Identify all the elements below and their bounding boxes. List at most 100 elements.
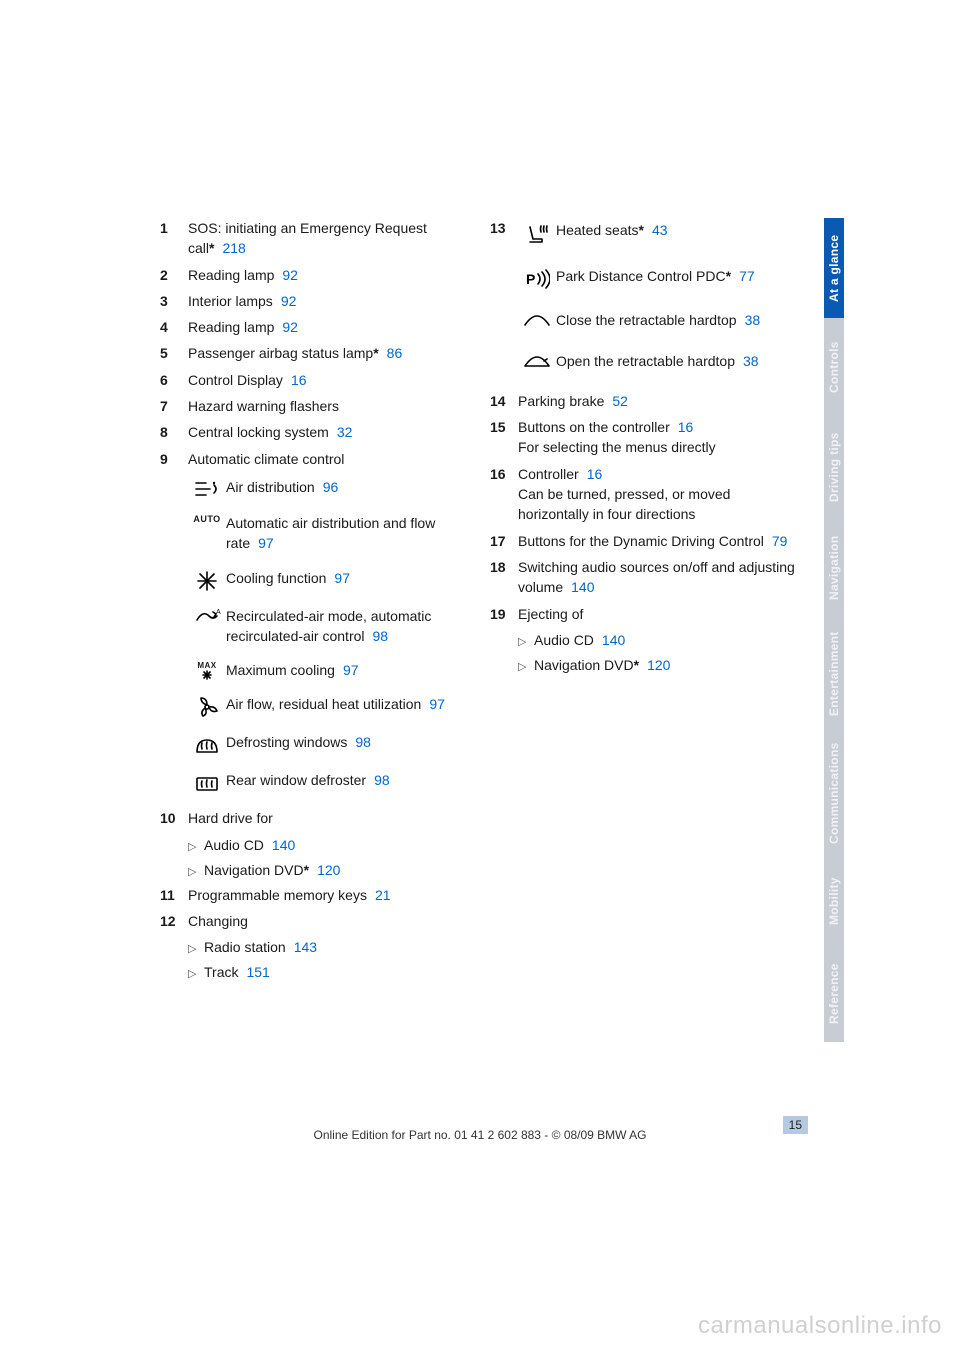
item-text: Automatic climate control	[188, 449, 470, 469]
watermark: carmanualsonline.info	[698, 1312, 942, 1340]
item-text: SOS: initiating an Emergency Request cal…	[188, 218, 470, 259]
sub-text: Track151	[204, 962, 270, 982]
page-ref[interactable]: 21	[375, 887, 391, 903]
page-ref[interactable]: 98	[374, 772, 390, 788]
page-ref[interactable]: 97	[334, 570, 350, 586]
page-ref[interactable]: 32	[337, 424, 353, 440]
page-ref[interactable]: 86	[387, 345, 403, 361]
list-item: 18 Switching audio sources on/off and ad…	[490, 557, 800, 598]
page-ref[interactable]: 97	[258, 535, 274, 551]
page-ref[interactable]: 77	[739, 268, 755, 284]
icon-text: Cooling function97	[226, 568, 470, 588]
page-ref[interactable]: 16	[587, 466, 603, 482]
item-text: Central locking system32	[188, 422, 470, 442]
auto-icon: AUTO	[188, 513, 226, 524]
icon-row: Rear window defroster98	[188, 770, 470, 794]
icon-row: Open the retractable hardtop38	[518, 351, 800, 371]
item-label: Programmable memory keys	[188, 887, 367, 903]
page-ref[interactable]: 38	[743, 353, 759, 369]
page-ref[interactable]: 97	[343, 662, 359, 678]
page-ref[interactable]: 38	[745, 312, 761, 328]
numbered-list-left: 1 SOS: initiating an Emergency Request c…	[160, 218, 470, 469]
fan-icon	[188, 694, 226, 718]
sub-text: Radio station143	[204, 937, 317, 957]
climate-icon-list: Air distribution96 AUTO Automatic air dis…	[188, 477, 470, 794]
item-number: 16	[490, 464, 518, 525]
item-extra: Can be turned, pressed, or moved horizon…	[518, 486, 730, 522]
item-number: 19	[490, 604, 518, 624]
sub-text: Audio CD140	[534, 630, 625, 650]
item-number: 11	[160, 885, 188, 905]
item-text: Programmable memory keys 21	[188, 885, 470, 905]
page-ref[interactable]: 92	[282, 267, 298, 283]
item-text: Passenger airbag status lamp*86	[188, 343, 470, 363]
triangle-icon: ▷	[188, 942, 204, 958]
item-text: Control Display16	[188, 370, 470, 390]
item-text: Ejecting of	[518, 604, 800, 624]
page-ref[interactable]: 79	[772, 533, 788, 549]
snow-icon	[188, 568, 226, 592]
page-ref[interactable]: 120	[647, 657, 670, 673]
icon-text: Maximum cooling97	[226, 660, 470, 680]
page-ref[interactable]: 140	[272, 837, 295, 853]
section-tab[interactable]: Entertainment	[824, 618, 844, 730]
item-text: Interior lamps92	[188, 291, 470, 311]
item-text: Switching audio sources on/off and adjus…	[518, 557, 800, 598]
section-tab[interactable]: Navigation	[824, 518, 844, 618]
page-ref[interactable]: 43	[652, 222, 668, 238]
page-ref[interactable]: 92	[281, 293, 297, 309]
sub-text: Audio CD140	[204, 835, 295, 855]
icon-text: Close the retractable hardtop38	[556, 310, 800, 330]
sub-text: Navigation DVD*120	[534, 655, 670, 675]
item-number: 3	[160, 291, 188, 311]
icon-row: AUTO Automatic air distribution and flow…	[188, 513, 470, 554]
section-tab[interactable]: Reference	[824, 946, 844, 1042]
sub-item: ▷ Navigation DVD*120	[188, 860, 470, 881]
content-columns: 1 SOS: initiating an Emergency Request c…	[160, 218, 800, 987]
page-ref[interactable]: 16	[678, 419, 694, 435]
icon-text: Air distribution96	[226, 477, 470, 497]
hardtop-icon-list: Heated seats*43P Park Distance Control P…	[518, 220, 800, 371]
item-text: Controller16Can be turned, pressed, or m…	[518, 464, 800, 525]
page-ref[interactable]: 218	[222, 240, 245, 256]
section-tab[interactable]: At a glance	[824, 218, 844, 318]
page-ref[interactable]: 97	[429, 696, 445, 712]
item-number: 10	[160, 808, 188, 828]
list-item: 12 Changing	[160, 911, 470, 931]
list-item: 6 Control Display16	[160, 370, 470, 390]
icon-text: Defrosting windows98	[226, 732, 470, 752]
right-column: 13 Heated seats*43P Park Distance Contro…	[490, 218, 800, 987]
sub-list: ▷ Audio CD140 ▷ Navigation DVD*120	[490, 630, 800, 676]
icon-text: Heated seats*43	[556, 220, 800, 240]
air-dist-icon	[188, 477, 226, 499]
list-item: 1 SOS: initiating an Emergency Request c…	[160, 218, 470, 259]
item-text: Parking brake52	[518, 391, 800, 411]
sub-item: ▷ Navigation DVD*120	[518, 655, 800, 676]
page-ref[interactable]: 92	[282, 319, 298, 335]
section-tab[interactable]: Controls	[824, 318, 844, 416]
item-text: Reading lamp92	[188, 317, 470, 337]
page-ref[interactable]: 140	[571, 579, 594, 595]
section-tab[interactable]: Mobility	[824, 856, 844, 946]
page-ref[interactable]: 151	[246, 964, 269, 980]
triangle-icon: ▷	[518, 635, 534, 651]
page-ref[interactable]: 16	[291, 372, 307, 388]
item-number: 15	[490, 417, 518, 458]
page-ref[interactable]: 140	[602, 632, 625, 648]
section-tab[interactable]: Communications	[824, 730, 844, 856]
item-number: 9	[160, 449, 188, 469]
defrost-rear-icon	[188, 770, 226, 794]
page-ref[interactable]: 52	[612, 393, 628, 409]
page-ref[interactable]: 143	[294, 939, 317, 955]
page-ref[interactable]: 98	[373, 628, 389, 644]
page-ref[interactable]: 96	[323, 479, 339, 495]
item-number: 12	[160, 911, 188, 931]
page-ref[interactable]: 120	[317, 862, 340, 878]
item-number: 14	[490, 391, 518, 411]
list-item: 5 Passenger airbag status lamp*86	[160, 343, 470, 363]
item-text: Changing	[188, 911, 470, 931]
section-tab[interactable]: Driving tips	[824, 416, 844, 518]
list-item: 15 Buttons on the controller16For select…	[490, 417, 800, 458]
page-ref[interactable]: 98	[355, 734, 371, 750]
star-icon: *	[304, 862, 309, 878]
